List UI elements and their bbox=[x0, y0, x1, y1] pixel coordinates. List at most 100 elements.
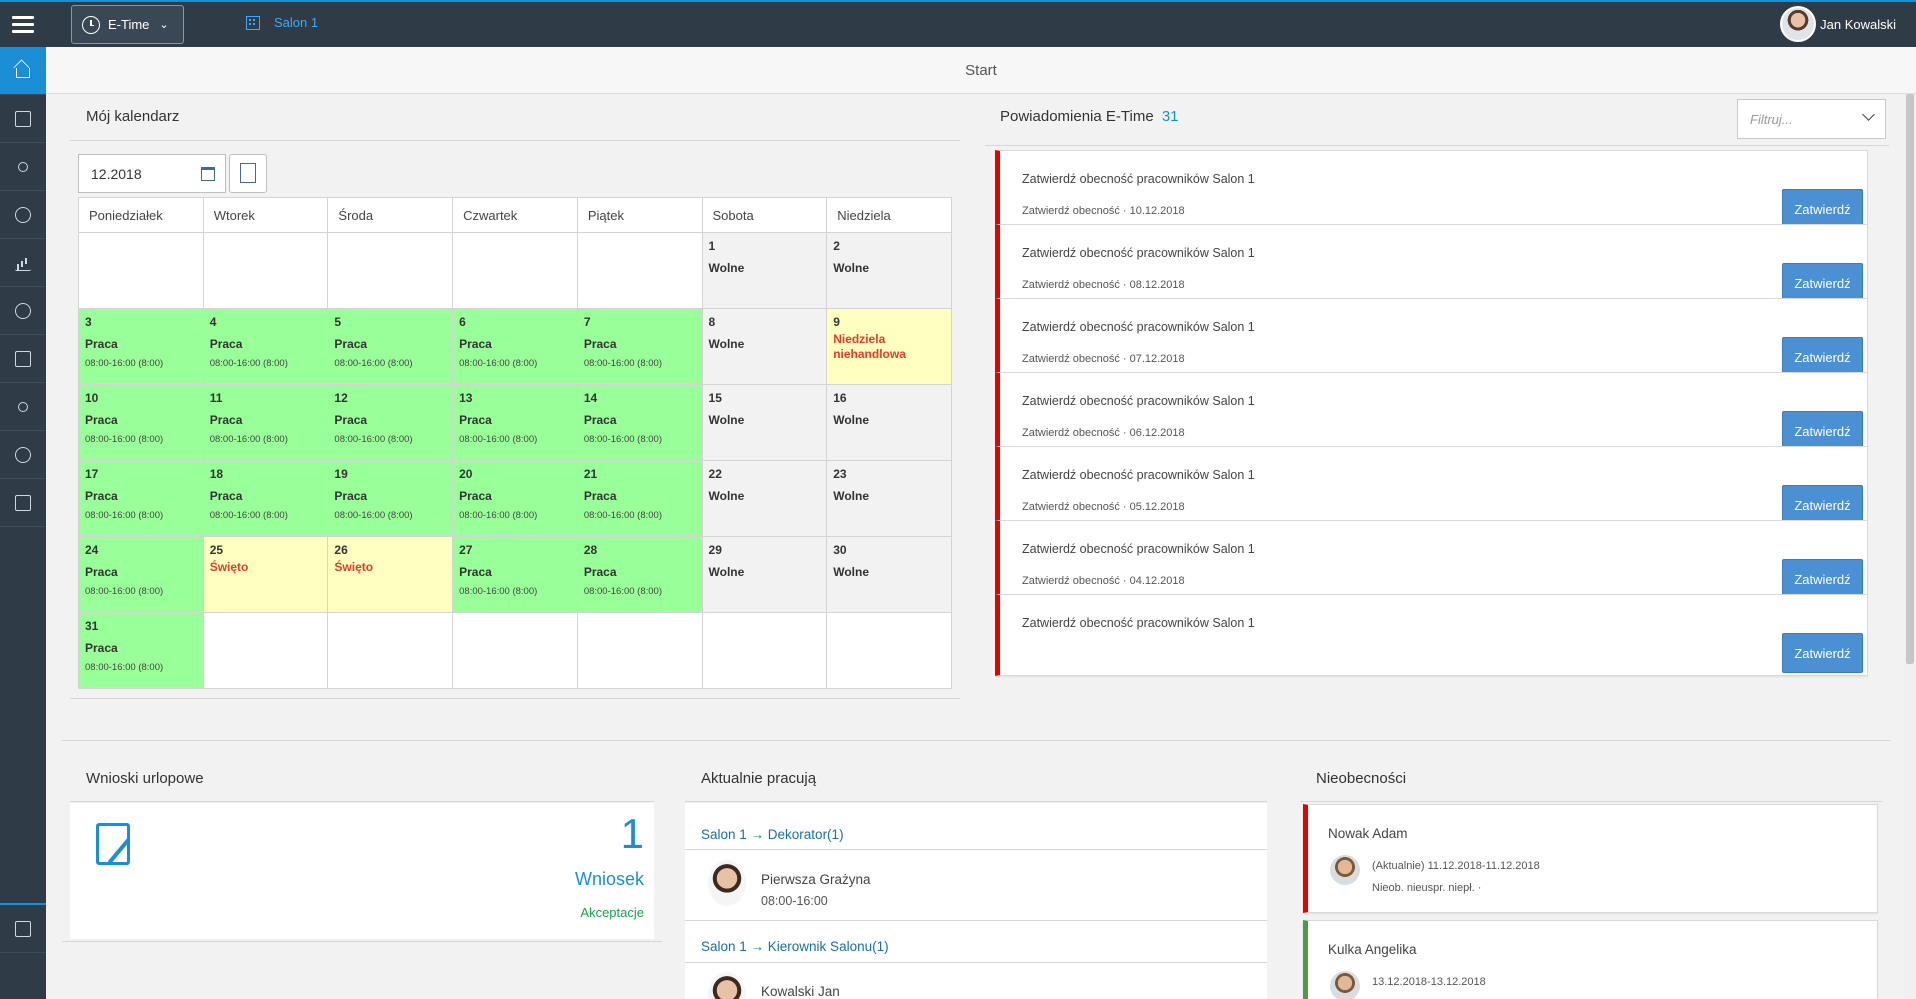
absence-card[interactable]: Nowak Adam (Aktualnie) 11.12.2018-11.12.… bbox=[1303, 804, 1878, 913]
acceptance-link[interactable]: Akceptacje bbox=[580, 905, 644, 920]
group-link[interactable]: Salon 1 → Dekorator(1) bbox=[701, 827, 844, 842]
day-number: 27 bbox=[459, 543, 473, 557]
calendar-day-cell[interactable]: 1 Wolne bbox=[701, 232, 828, 309]
day-hours: 08:00-16:00 (8:00) bbox=[459, 586, 538, 597]
export-pdf-button[interactable] bbox=[229, 154, 267, 193]
day-type: Wolne bbox=[708, 337, 745, 351]
calendar-day-cell[interactable]: 28 Praca 08:00-16:00 (8:00) bbox=[576, 536, 703, 613]
calendar-weekday-header: Poniedziałek Wtorek Środa Czwartek Piątek Sob… bbox=[78, 197, 952, 233]
calendar-title: Mój kalendarz bbox=[86, 108, 180, 125]
day-number: 14 bbox=[583, 391, 598, 405]
group-link[interactable]: Salon 1 → Kierownik Salonu(1) bbox=[701, 939, 889, 954]
sidebar-item-users[interactable] bbox=[0, 143, 46, 191]
notification-title: Zatwierdź obecność pracowników Salon 1 bbox=[1022, 616, 1255, 630]
day-number: 13 bbox=[459, 391, 473, 405]
calendar-day-cell[interactable]: 12 Praca 08:00-16:00 (8:00) bbox=[327, 384, 454, 461]
day-type: Praca bbox=[459, 565, 492, 579]
document-edit-icon bbox=[96, 823, 130, 865]
calendar-day-cell[interactable]: 31 Praca 08:00-16:00 (8:00) bbox=[78, 612, 204, 689]
notification-subtitle: Zatwierdź obecność · 10.12.2018 bbox=[1022, 205, 1185, 217]
calendar-day-cell[interactable]: 4 Praca 08:00-16:00 (8:00) bbox=[202, 308, 329, 385]
calendar-day-cell[interactable]: 14 Praca 08:00-16:00 (8:00) bbox=[576, 384, 703, 461]
calendar-day-cell bbox=[452, 232, 578, 309]
divider bbox=[62, 740, 1890, 741]
calendar-day-cell[interactable]: 23 Wolne bbox=[826, 460, 952, 537]
calendar-day-cell[interactable]: 30 Wolne bbox=[826, 536, 952, 613]
sidebar-item-checklist[interactable] bbox=[0, 335, 46, 383]
calendar-day-cell[interactable]: 18 Praca 08:00-16:00 (8:00) bbox=[202, 460, 329, 537]
day-type: Wolne bbox=[708, 413, 745, 427]
day-type: Praca bbox=[85, 337, 118, 351]
notification-subtitle: Zatwierdź obecność · 06.12.2018 bbox=[1022, 427, 1185, 439]
calendar-day-cell[interactable]: 17 Praca 08:00-16:00 (8:00) bbox=[78, 460, 204, 537]
calendar-day-cell[interactable]: 8 Wolne bbox=[701, 308, 828, 385]
calendar-day-cell[interactable]: 6 Praca 08:00-16:00 (8:00) bbox=[452, 308, 578, 385]
calendar-day-cell[interactable]: 15 Wolne bbox=[701, 384, 828, 461]
calendar-day-cell bbox=[202, 232, 329, 309]
approve-button[interactable]: Zatwierdź bbox=[1782, 263, 1863, 303]
notification-subtitle: Zatwierdź obecność · 05.12.2018 bbox=[1022, 501, 1185, 513]
calendar-week-row: 3 Praca 08:00-16:00 (8:00) 4 Praca 08:00-16:0… bbox=[78, 308, 952, 385]
approve-button[interactable]: Zatwierdź bbox=[1782, 485, 1863, 525]
day-type: Praca bbox=[459, 489, 492, 503]
sidebar-item-search-user[interactable] bbox=[0, 287, 46, 335]
absence-employee-name: Nowak Adam bbox=[1328, 826, 1408, 841]
sidebar-item-organization[interactable] bbox=[0, 905, 46, 953]
calendar-day-cell bbox=[576, 612, 703, 689]
calendar-day-cell[interactable]: 13 Praca 08:00-16:00 (8:00) bbox=[452, 384, 578, 461]
day-type: Praca bbox=[209, 413, 243, 427]
calendar-day-cell[interactable]: 11 Praca 08:00-16:00 (8:00) bbox=[202, 384, 329, 461]
hamburger-menu-icon[interactable] bbox=[8, 10, 38, 40]
calendar-day-cell[interactable]: 25 Święto bbox=[202, 536, 329, 613]
calendar-day-cell[interactable]: 29 Wolne bbox=[701, 536, 828, 613]
module-select[interactable]: E-Time ⌄ bbox=[71, 5, 184, 44]
calendar-day-cell[interactable]: 3 Praca 08:00-16:00 (8:00) bbox=[78, 308, 204, 385]
approve-button[interactable]: Zatwierdź bbox=[1782, 411, 1863, 451]
sidebar-item-documents[interactable] bbox=[0, 95, 46, 143]
calendar-day-cell[interactable]: 21 Praca 08:00-16:00 (8:00) bbox=[576, 460, 703, 537]
approve-button[interactable]: Zatwierdź bbox=[1782, 189, 1863, 229]
calendar-day-cell[interactable]: 20 Praca 08:00-16:00 (8:00) bbox=[452, 460, 578, 537]
sidebar-item-clipboard[interactable] bbox=[0, 479, 46, 527]
sidebar-item-home[interactable] bbox=[0, 47, 46, 95]
month-input[interactable]: 12.2018 bbox=[78, 154, 226, 193]
calendar-day-cell[interactable]: 16 Wolne bbox=[826, 384, 952, 461]
calendar-day-cell[interactable]: 22 Wolne bbox=[701, 460, 828, 537]
sidebar-item-settings[interactable] bbox=[0, 431, 46, 479]
approve-button[interactable]: Zatwierdź bbox=[1782, 559, 1863, 599]
divider bbox=[685, 801, 1267, 802]
calendar-day-cell[interactable]: 7 Praca 08:00-16:00 (8:00) bbox=[576, 308, 703, 385]
day-type: Niedziela niehandlowa bbox=[833, 332, 906, 361]
calendar-day-cell[interactable]: 9 Niedziela niehandlowa bbox=[826, 308, 952, 385]
sidebar-item-team[interactable] bbox=[0, 383, 46, 431]
search-user-icon bbox=[15, 302, 31, 319]
user-menu[interactable]: Jan Kowalski bbox=[1780, 6, 1896, 42]
day-number: 19 bbox=[334, 467, 348, 481]
day-type: Praca bbox=[334, 413, 368, 427]
calendar-day-cell[interactable]: 26 Święto bbox=[327, 536, 454, 613]
calendar-day-cell[interactable]: 24 Praca 08:00-16:00 (8:00) bbox=[78, 536, 204, 613]
day-type: Praca bbox=[209, 489, 243, 503]
user-name: Jan Kowalski bbox=[1820, 16, 1896, 32]
approve-button[interactable]: Zatwierdź bbox=[1782, 337, 1863, 377]
calendar-day-cell[interactable]: 5 Praca 08:00-16:00 (8:00) bbox=[327, 308, 454, 385]
calendar-day-cell[interactable]: 10 Praca 08:00-16:00 (8:00) bbox=[78, 384, 204, 461]
location-link[interactable]: Salon 1 bbox=[246, 15, 318, 30]
filter-select[interactable]: Filtruj... bbox=[1737, 99, 1886, 139]
calendar-icon[interactable] bbox=[201, 167, 215, 181]
absence-card[interactable]: Kulka Angelika 13.12.2018-13.12.2018 bbox=[1303, 920, 1878, 999]
day-number: 22 bbox=[708, 467, 722, 481]
notification-title: Zatwierdź obecność pracowników Salon 1 bbox=[1022, 468, 1255, 482]
weekday-header: Czwartek bbox=[452, 197, 578, 233]
calendar-day-cell[interactable]: 2 Wolne bbox=[826, 232, 952, 309]
day-hours: 08:00-16:00 (8:00) bbox=[583, 358, 662, 369]
calendar-week-row: 1 Wolne 2 Wolne bbox=[78, 232, 952, 309]
calendar-day-cell[interactable]: 27 Praca 08:00-16:00 (8:00) bbox=[452, 536, 578, 613]
calendar-day-cell[interactable]: 19 Praca 08:00-16:00 (8:00) bbox=[327, 460, 454, 537]
sidebar-item-time-report[interactable] bbox=[0, 191, 46, 239]
approve-button[interactable]: Zatwierdź bbox=[1782, 633, 1863, 673]
day-number: 8 bbox=[708, 315, 716, 329]
scrollbar-thumb[interactable] bbox=[1906, 94, 1914, 664]
calendar-day-cell bbox=[327, 232, 454, 309]
sidebar-item-reports[interactable] bbox=[0, 239, 46, 287]
